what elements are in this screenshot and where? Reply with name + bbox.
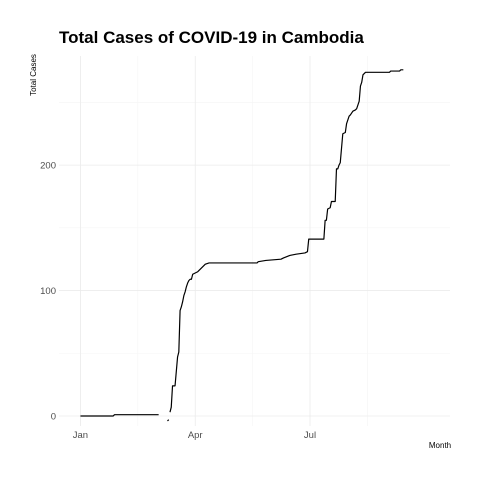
- y-tick-label: 200: [40, 161, 56, 172]
- series-layer: [80, 69, 404, 422]
- x-axis-title: Month: [429, 441, 451, 450]
- chart-title: Total Cases of COVID-19 in Cambodia: [59, 28, 364, 47]
- x-tick-label: Jan: [73, 430, 88, 441]
- y-axis-ticks: 0 100 200: [40, 161, 56, 423]
- series-line: [167, 419, 170, 422]
- x-tick-label: Jul: [304, 430, 316, 441]
- y-tick-label: 0: [51, 411, 56, 422]
- grid: [59, 56, 450, 426]
- y-axis-title: Total Cases: [29, 54, 38, 96]
- series-line: [169, 69, 404, 413]
- series-line: [80, 414, 159, 417]
- x-axis-ticks: Jan Apr Jul: [73, 430, 316, 441]
- x-tick-label: Apr: [188, 430, 203, 441]
- y-tick-label: 100: [40, 286, 56, 297]
